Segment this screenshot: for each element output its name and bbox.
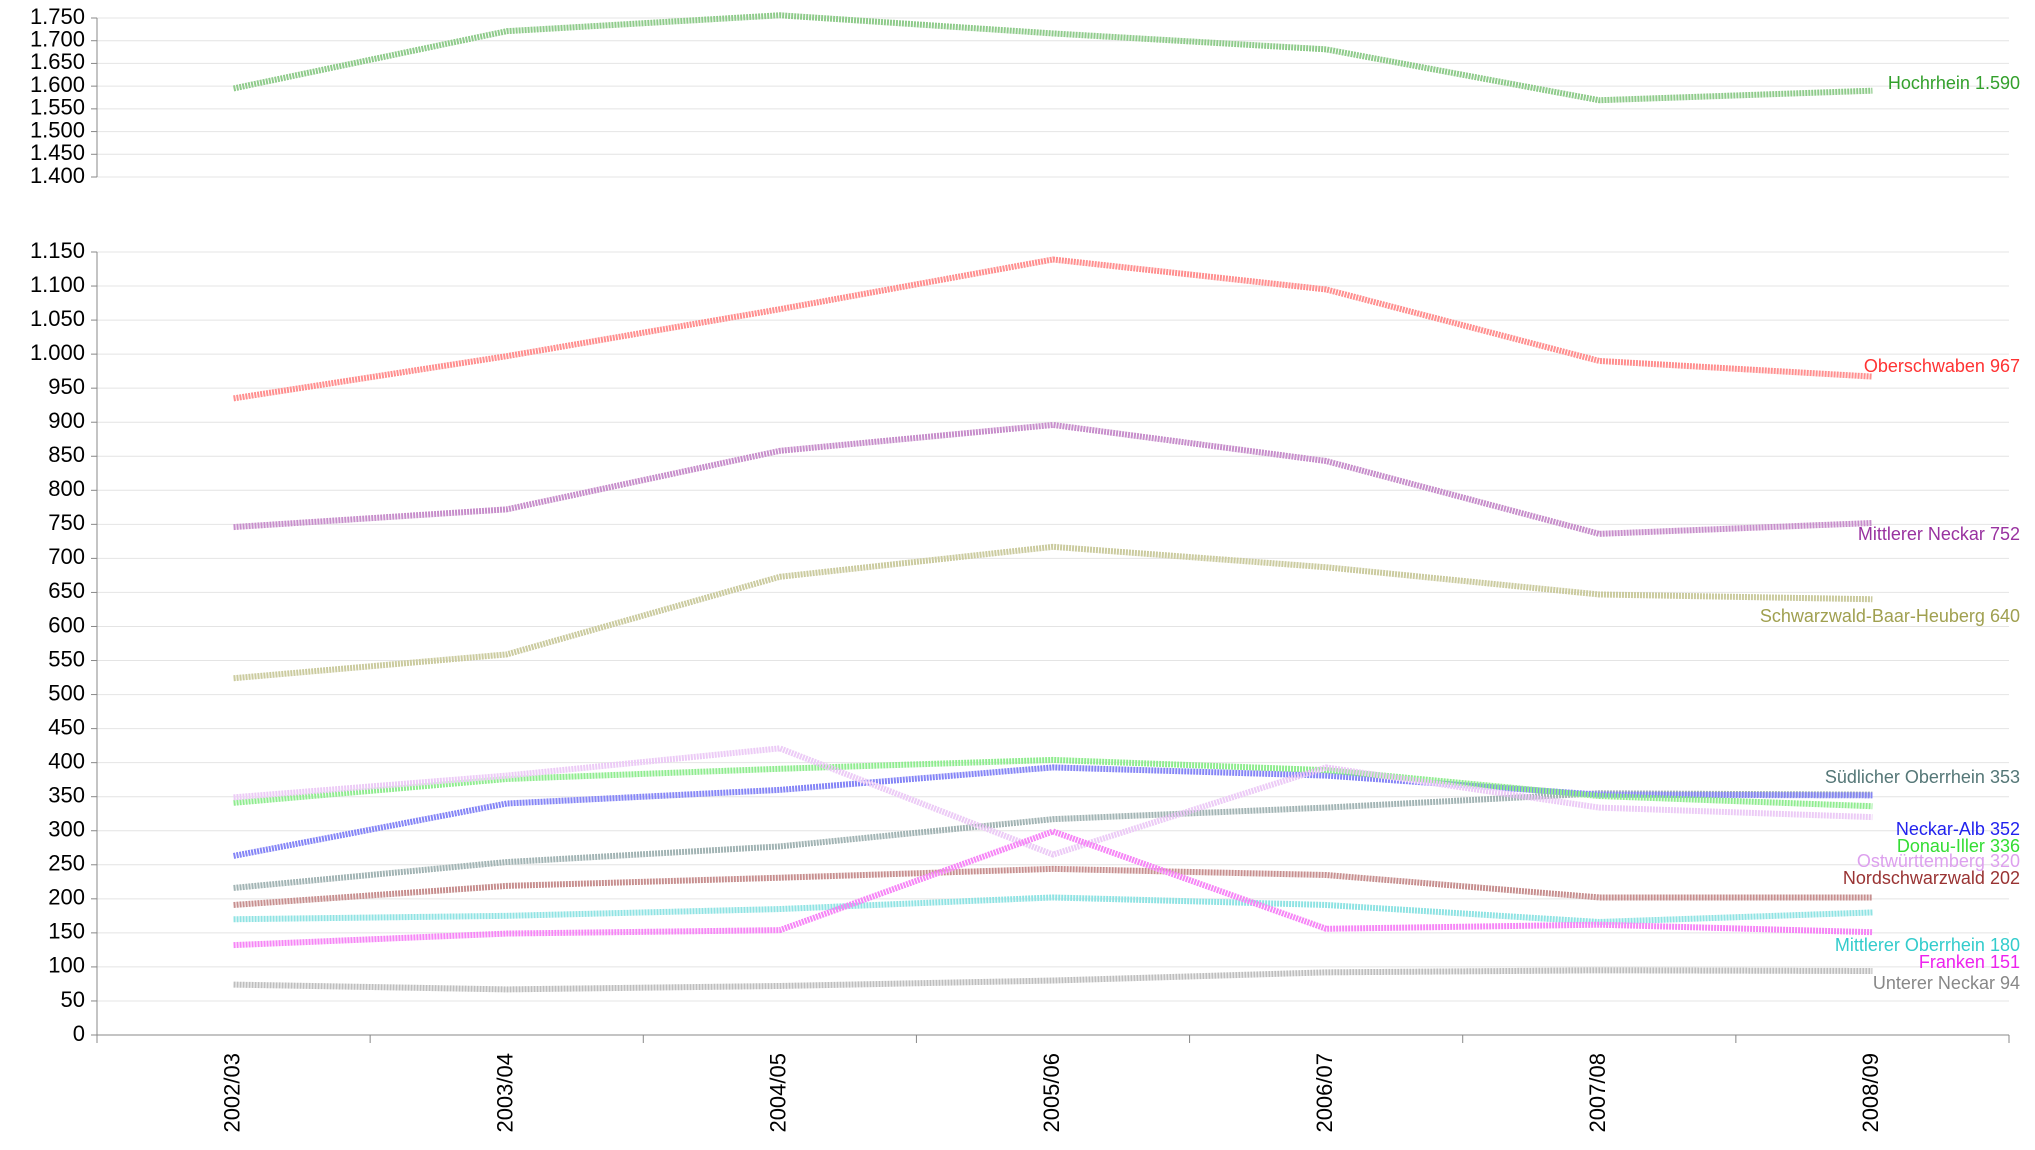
value-label: 180 [1990,935,2020,955]
series-name: Mittlerer Neckar [1858,524,1985,544]
series-label: Unterer Neckar 94 [1873,973,2020,993]
y-tick-label: 150 [48,919,85,944]
y-tick-label: 1.700 [30,27,85,52]
series-line [233,828,1873,949]
x-tick-label: 2003/04 [493,1053,518,1133]
y-tick-label: 650 [48,578,85,603]
series-line [233,256,1873,402]
value-label: 202 [1990,868,2020,888]
value-label: 352 [1990,819,2020,839]
y-tick-label: 250 [48,851,85,876]
y-tick-label: 600 [48,612,85,637]
series-label: Neckar-Alb 352 [1896,819,2020,839]
x-tick-label: 2002/03 [219,1053,244,1133]
y-tick-label: 350 [48,783,85,808]
series-name: Franken [1919,952,1985,972]
value-label: 151 [1990,952,2020,972]
series-line [232,12,1873,104]
series-name: Unterer Neckar [1873,973,1995,993]
y-tick-label: 0 [73,1021,85,1046]
y-tick-label: 200 [48,885,85,910]
y-tick-label: 1.400 [30,163,85,188]
series-name: Donau-Iller [1897,836,1985,856]
series-line [233,894,1873,925]
y-tick-label: 450 [48,714,85,739]
y-tick-label: 50 [61,987,85,1012]
series-line [233,865,1873,908]
y-tick-label: 900 [48,408,85,433]
series-label: Mittlerer Neckar 752 [1858,524,2020,544]
y-tick-label: 800 [48,476,85,501]
series-label: Ostwürttemberg 320 [1857,851,2020,871]
value-label: 967 [1990,356,2020,376]
y-tick-label: 1.650 [30,49,85,74]
y-tick-label: 550 [48,646,85,671]
value-label: 320 [1990,851,2020,871]
series-name: Südlicher Oberrhein [1825,767,1985,787]
series-name: Nordschwarzwald [1843,868,1985,888]
y-tick-label: 1.750 [30,4,85,29]
series-label: Hochrhein 1.590 [1888,73,2020,93]
y-tick-label: 300 [48,817,85,842]
series-line [233,756,1873,810]
y-tick-label: 1.550 [30,95,85,120]
value-label: 640 [1990,606,2020,626]
series-name: Schwarzwald-Baar-Heuberg [1760,606,1985,626]
y-tick-label: 1.100 [30,272,85,297]
value-label: 336 [1990,836,2020,856]
y-tick-label: 1.600 [30,72,85,97]
value-label: 1.590 [1975,73,2020,93]
y-tick-label: 700 [48,544,85,569]
x-tick-label: 2005/06 [1039,1053,1064,1133]
y-tick-label: 1.500 [30,117,85,142]
series-line [233,745,1873,858]
y-tick-label: 1.150 [30,238,85,263]
value-label: 94 [2000,973,2020,993]
series-name: Mittlerer Oberrhein [1835,935,1985,955]
y-tick-label: 500 [48,680,85,705]
value-label: 752 [1990,524,2020,544]
series-label: Schwarzwald-Baar-Heuberg 640 [1760,606,2020,626]
series-label: Oberschwaben 967 [1864,356,2020,376]
y-tick-label: 1.050 [30,306,85,331]
y-tick-label: 750 [48,510,85,535]
value-label: 353 [1990,767,2020,787]
series-name: Neckar-Alb [1896,819,1985,839]
y-tick-label: 100 [48,953,85,978]
series-name: Oberschwaben [1864,356,1985,376]
y-tick-label: 400 [48,748,85,773]
series-label: Franken 151 [1919,952,2020,972]
y-tick-label: 1.000 [30,340,85,365]
y-tick-label: 950 [48,374,85,399]
series-line [233,967,1873,993]
x-tick-label: 2006/07 [1312,1053,1337,1133]
series-line [233,543,1873,682]
series-line [233,421,1873,537]
x-tick-label: 2004/05 [766,1053,791,1133]
y-tick-label: 850 [48,442,85,467]
y-tick-label: 1.450 [30,140,85,165]
series-name: Hochrhein [1888,73,1970,93]
x-tick-label: 2008/09 [1858,1053,1883,1133]
x-tick-label: 2007/08 [1585,1053,1610,1133]
series-name: Ostwürttemberg [1857,851,1985,871]
series-label: Mittlerer Oberrhein 180 [1835,935,2020,955]
series-label: Südlicher Oberrhein 353 [1825,767,2020,787]
series-label: Nordschwarzwald 202 [1843,868,2020,888]
series-label: Donau-Iller 336 [1897,836,2020,856]
